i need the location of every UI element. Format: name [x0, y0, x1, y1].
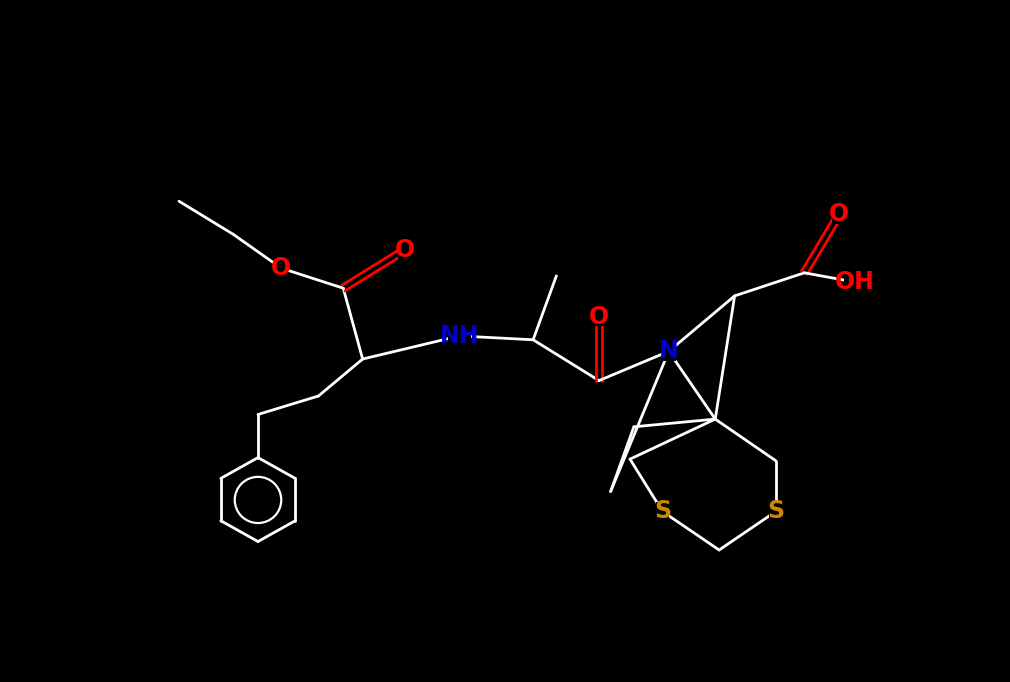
Text: O: O	[395, 238, 415, 262]
Bar	[832, 205, 846, 224]
Bar	[843, 273, 866, 291]
Bar	[448, 327, 471, 345]
Text: S: S	[654, 499, 671, 524]
Bar	[769, 502, 783, 521]
Text: O: O	[829, 203, 849, 226]
Text: S: S	[768, 499, 784, 524]
Text: NH: NH	[439, 324, 480, 348]
Bar	[275, 259, 288, 278]
Text: N: N	[659, 340, 679, 364]
Bar	[655, 502, 670, 521]
Bar	[662, 342, 676, 361]
Text: OH: OH	[835, 270, 875, 294]
Bar	[399, 241, 412, 259]
Bar	[592, 308, 606, 326]
Text: O: O	[272, 256, 291, 280]
Text: O: O	[589, 305, 609, 329]
